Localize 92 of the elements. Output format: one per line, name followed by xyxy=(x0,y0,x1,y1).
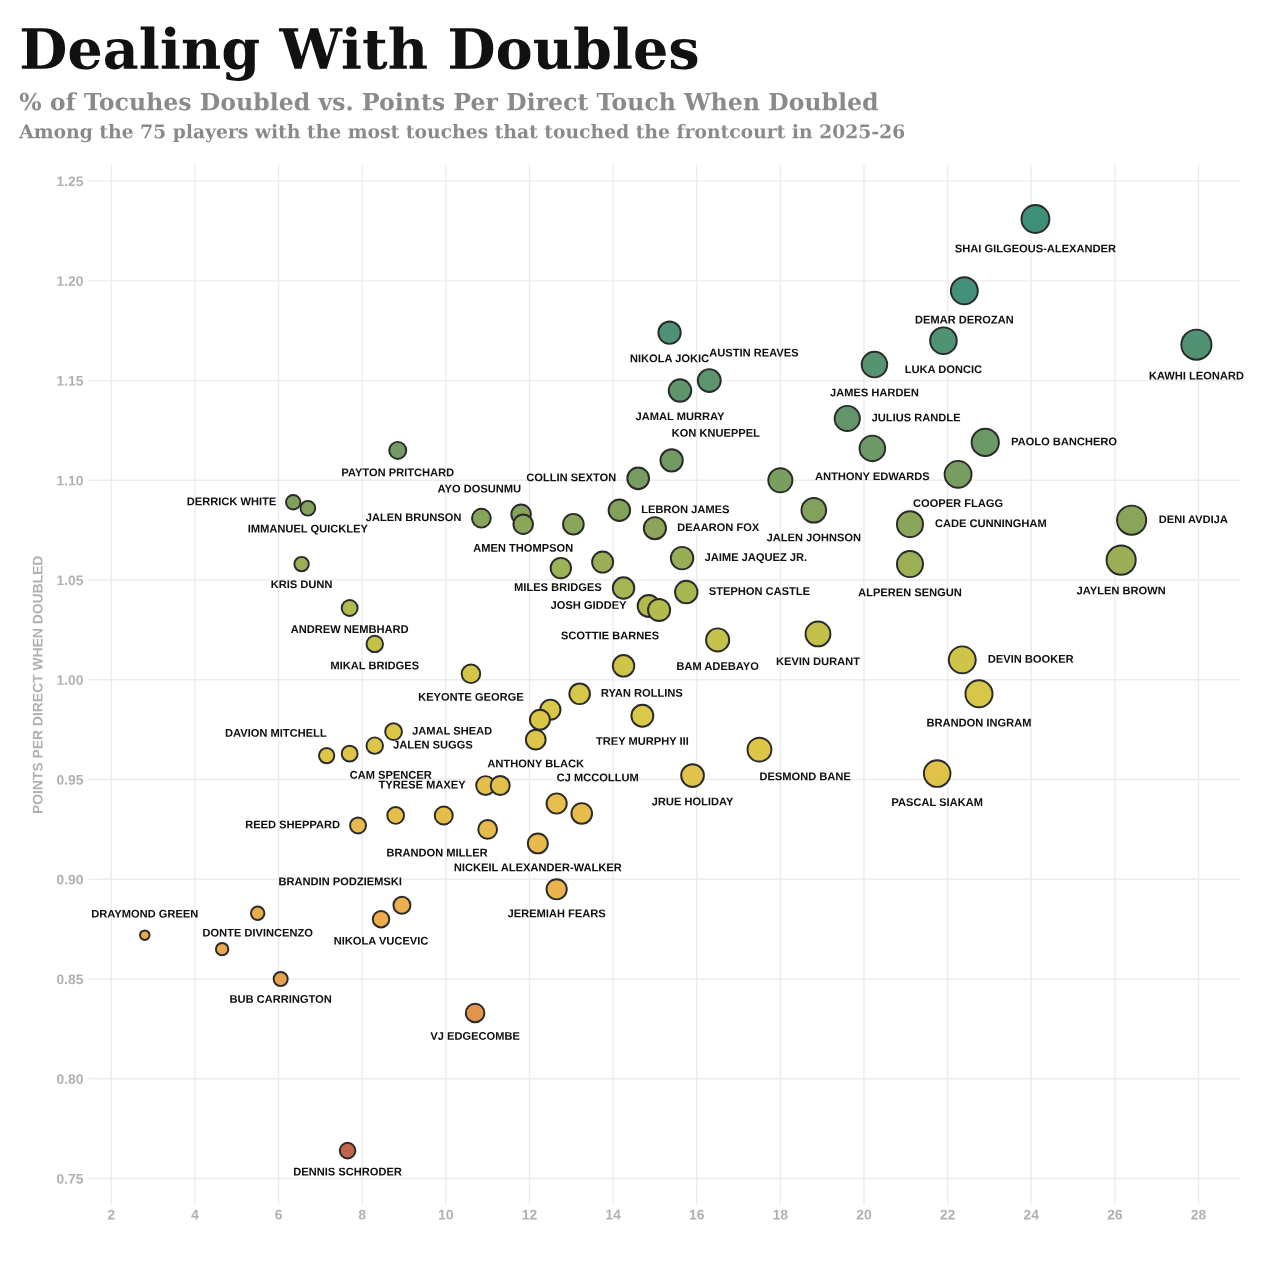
annotation: COOPER FLAGG xyxy=(913,499,1003,508)
text: Among the 75 players with the most touches that touched the frontcourt in 2025-26 xyxy=(19,123,905,143)
x-tick-label: 28 xyxy=(1191,1209,1206,1220)
annotation: COLLIN SEXTON xyxy=(526,473,616,482)
y-tick-label: 0.85 xyxy=(56,974,84,985)
annotation: DONTE DIVINCENZO xyxy=(203,928,313,937)
annotation: JAMAL MURRAY xyxy=(635,412,725,421)
annotation: JAIME JAQUEZ JR. xyxy=(704,553,807,564)
annotation: KAWHI LEONARD xyxy=(1149,371,1244,380)
annotation: PAYTON PRITCHARD xyxy=(342,468,454,477)
annotation: JAYLEN BROWN xyxy=(1076,586,1165,595)
annotation: IMMANUEL QUICKLEY xyxy=(248,524,368,535)
x-tick-label: 16 xyxy=(689,1209,704,1220)
annotation: ANTHONY EDWARDS xyxy=(815,472,930,481)
annotation: AUSTIN REAVES xyxy=(709,348,799,357)
annotation: KRIS DUNN xyxy=(271,580,332,589)
annotation: JALEN JOHNSON xyxy=(766,533,861,542)
annotation: JALEN BRUNSON xyxy=(365,513,461,522)
x-tick-label: 20 xyxy=(856,1209,872,1220)
y-tick-label: 0.80 xyxy=(56,1074,83,1084)
annotation: KEVIN DURANT xyxy=(776,657,860,666)
annotation: CAM SPENCER xyxy=(350,770,432,779)
annotation: PAOLO BANCHERO xyxy=(1011,437,1117,446)
annotation: NIKOLA VUCEVIC xyxy=(334,936,429,945)
annotation: KEYONTE GEORGE xyxy=(418,692,524,701)
annotation: ANDREW NEMBHARD xyxy=(290,625,409,633)
annotation: TYRESE MAXEY xyxy=(378,780,466,789)
annotation: BAM ADEBAYO xyxy=(677,662,759,671)
annotation: JAMAL SHEAD xyxy=(412,726,492,735)
annotation: NIKOLA JOKIC xyxy=(630,354,709,363)
annotation: DERRICK WHITE xyxy=(187,497,276,506)
y-tick-label: 0.95 xyxy=(56,774,84,785)
x-tick-label: 10 xyxy=(438,1209,453,1220)
annotation: JAMES HARDEN xyxy=(830,388,919,397)
y-tick-label: 1.00 xyxy=(57,675,83,685)
annotation: BRANDIN PODZIEMSKI xyxy=(279,877,402,886)
annotation: CJ MCCOLLUM xyxy=(557,773,638,782)
annotation: DRAYMOND GREEN xyxy=(92,909,198,918)
y-tick-label: 1.20 xyxy=(57,276,83,286)
annotation: SCOTTIE BARNES xyxy=(561,631,659,640)
annotation: BRANDON MILLER xyxy=(387,848,488,857)
y-tick-label: 1.05 xyxy=(57,575,84,586)
annotation: DAVION MITCHELL xyxy=(225,729,327,737)
annotation: KON KNUEPPEL xyxy=(672,428,760,437)
annotation: AYO DOSUNMU xyxy=(437,484,521,493)
annotation: DESMOND BANE xyxy=(760,772,851,781)
annotation: BUB CARRINGTON xyxy=(230,995,332,1003)
annotation: DENNIS SCHRODER xyxy=(293,1167,402,1176)
x-tick-label: 18 xyxy=(773,1209,788,1220)
chart-title: Dealing With Doubles xyxy=(21,26,698,82)
x-tick-label: 12 xyxy=(522,1209,537,1220)
annotation: MIKAL BRIDGES xyxy=(331,661,419,670)
annotation: BRANDON INGRAM xyxy=(927,718,1031,727)
annotation: ALPEREN SENGUN xyxy=(858,588,962,597)
y-tick-label: 0.90 xyxy=(56,874,83,885)
annotation: DENI AVDIJA xyxy=(1159,515,1228,524)
annotation: TREY MURPHY III xyxy=(596,737,689,745)
y-tick-label: 1.10 xyxy=(57,475,83,486)
x-tick-label: 24 xyxy=(1024,1209,1039,1220)
annotation: CADE CUNNINGHAM xyxy=(935,519,1046,528)
y-axis-title: POINTS PER DIRECT WHEN DOUBLED xyxy=(32,556,43,814)
annotation: PASCAL SIAKAM xyxy=(892,798,983,807)
annotation: RYAN ROLLINS xyxy=(601,688,683,697)
x-tick-label: 26 xyxy=(1107,1209,1123,1220)
annotation: DEAARON FOX xyxy=(677,523,760,532)
y-tick-label: 1.15 xyxy=(57,376,84,386)
x-tick-label: 4 xyxy=(191,1209,199,1220)
annotation: VJ EDGECOMBE xyxy=(430,1032,520,1040)
annotation: DEVIN BOOKER xyxy=(988,654,1074,663)
annotation: DEMAR DEROZAN xyxy=(915,315,1013,324)
annotation: MILES BRIDGES xyxy=(514,583,602,592)
x-tick-label: 22 xyxy=(940,1209,955,1220)
annotation: JRUE HOLIDAY xyxy=(651,797,734,806)
x-tick-label: 8 xyxy=(358,1209,366,1220)
chart-subtitle: % of Tocuhes Doubled vs. Points Per Direct Touch When Doubled xyxy=(19,92,879,111)
annotation: STEPHON CASTLE xyxy=(709,587,810,596)
annotation: LUKA DONCIC xyxy=(905,365,982,374)
x-tick-label: 6 xyxy=(275,1209,282,1220)
y-tick-label: 0.75 xyxy=(56,1173,84,1184)
annotation: NICKEIL ALEXANDER-WALKER xyxy=(454,863,622,872)
annotation: SHAI GILGEOUS-ALEXANDER xyxy=(955,244,1116,253)
x-tick-label: 14 xyxy=(606,1209,621,1220)
annotation: JULIUS RANDLE xyxy=(871,413,961,422)
annotation: REED SHEPPARD xyxy=(245,820,340,829)
y-tick-label: 1.25 xyxy=(57,176,84,187)
annotation: ANTHONY BLACK xyxy=(487,759,584,768)
x-tick-label: 2 xyxy=(107,1209,115,1220)
annotation: LEBRON JAMES xyxy=(641,505,730,514)
annotation: JALEN SUGGS xyxy=(393,740,473,749)
annotation: AMEN THOMPSON xyxy=(473,543,573,552)
annotation: JEREMIAH FEARS xyxy=(507,909,606,918)
annotation: JOSH GIDDEY xyxy=(550,601,627,609)
